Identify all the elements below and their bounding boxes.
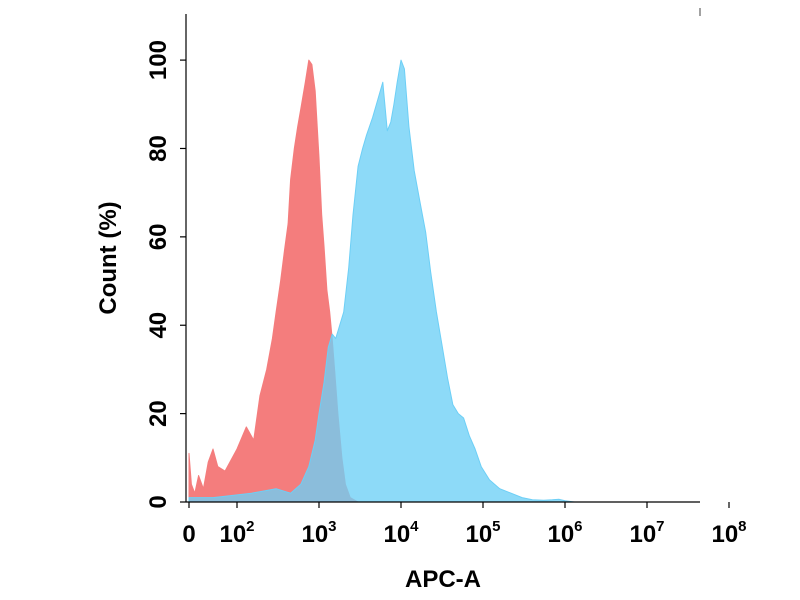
series-2-area <box>188 59 575 503</box>
x-axis-title: APC-A <box>405 566 481 593</box>
y-ticks: 0 20 40 60 80 100 <box>145 40 186 509</box>
x-tick-label: 0 <box>182 521 195 548</box>
series-layer <box>188 59 575 503</box>
plot-frame <box>185 8 701 503</box>
x-tick-label: 108 <box>711 518 746 548</box>
y-tick-label: 60 <box>145 224 172 251</box>
x-tick-label: 102 <box>219 518 254 548</box>
x-tick-label: 106 <box>547 518 582 548</box>
x-tick-label: 105 <box>465 518 500 548</box>
y-tick-label: 80 <box>145 135 172 162</box>
y-tick-label: 0 <box>145 495 172 508</box>
x-tick-label: 104 <box>383 518 419 548</box>
y-tick-label: 100 <box>145 40 172 80</box>
y-tick-label: 40 <box>145 312 172 339</box>
y-axis-title: Count (%) <box>95 201 122 314</box>
y-tick-label: 20 <box>145 400 172 427</box>
x-tick-label: 107 <box>629 518 664 548</box>
x-ticks: 0 102 103 104 105 106 107 108 <box>182 502 747 548</box>
x-tick-label: 103 <box>301 518 336 548</box>
